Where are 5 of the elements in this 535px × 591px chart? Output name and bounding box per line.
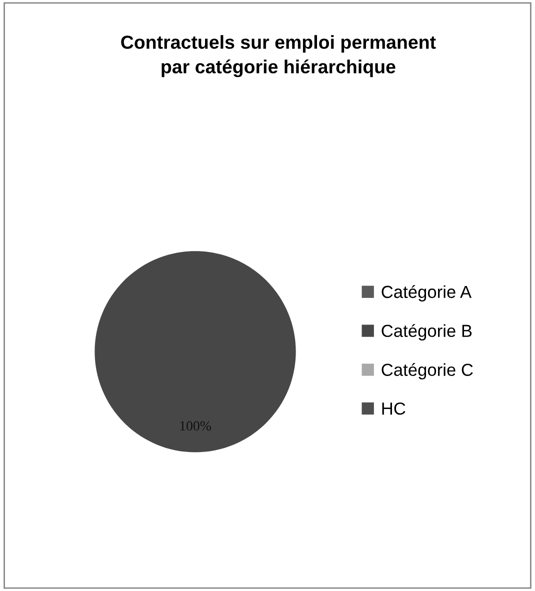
legend-label: Catégorie B bbox=[382, 324, 472, 340]
legend-label: Catégorie A bbox=[382, 285, 472, 302]
legend-label: Catégorie C bbox=[382, 363, 473, 380]
legend-label: HC bbox=[382, 402, 406, 415]
chart-title: Contractuels sur emploi permanent par catégorie hiérarchique bbox=[121, 35, 436, 78]
